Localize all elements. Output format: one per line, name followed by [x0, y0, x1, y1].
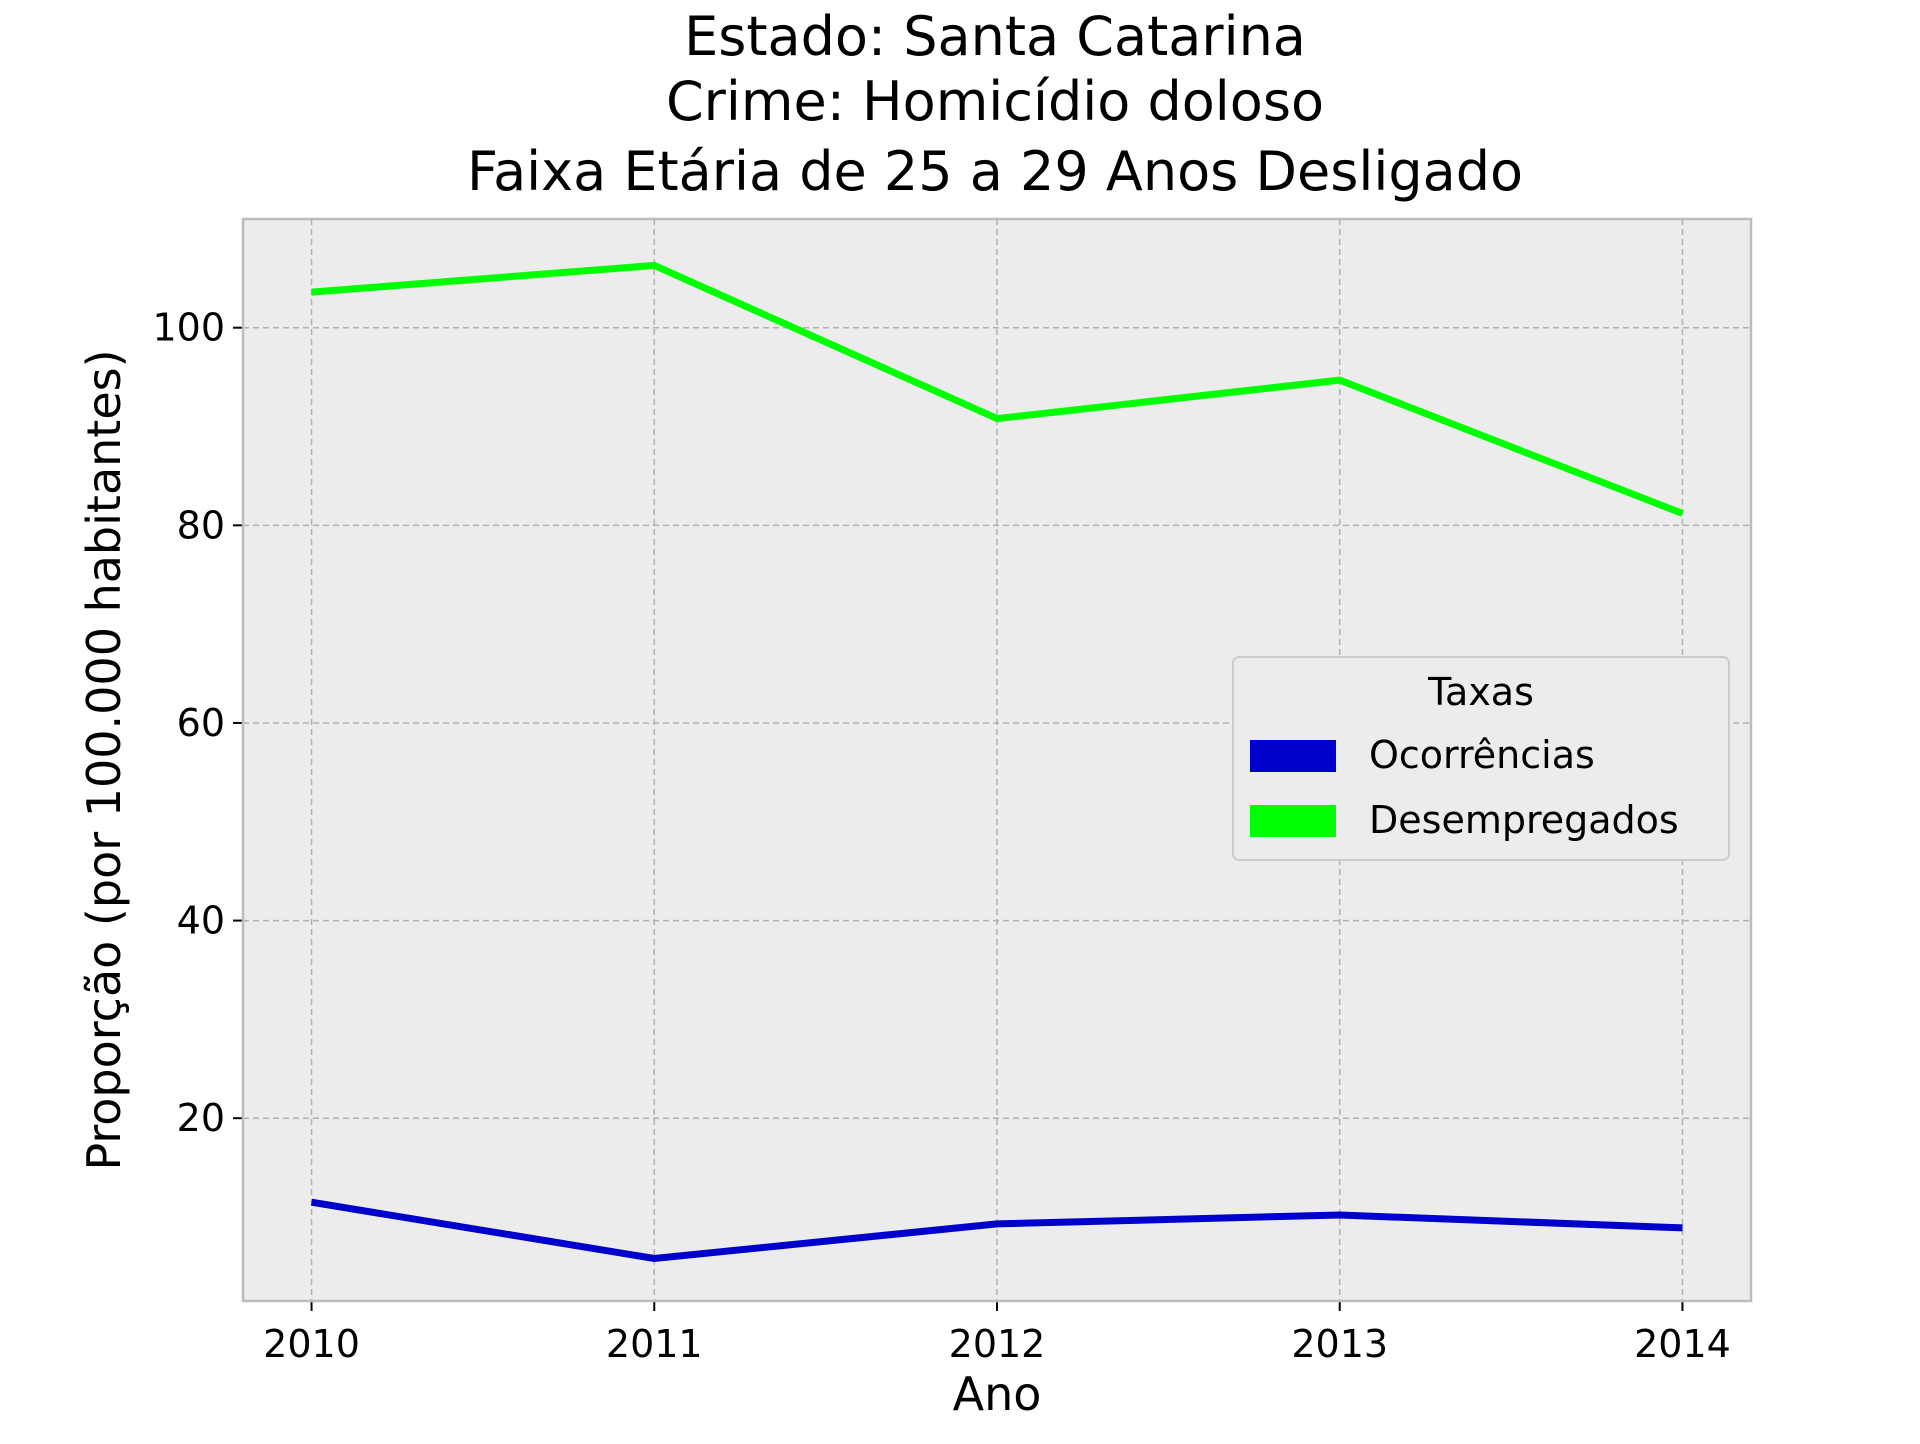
y-tick-label: 40	[177, 899, 225, 943]
x-tick-label: 2012	[949, 1322, 1046, 1366]
legend-label-desempregados: Desempregados	[1369, 798, 1679, 842]
x-tick-label: 2010	[263, 1322, 360, 1366]
legend-swatch-ocorrencias	[1250, 740, 1336, 772]
legend-label-ocorrencias: Ocorrências	[1369, 733, 1595, 777]
legend-title: Taxas	[1427, 670, 1534, 714]
chart-title: Estado: Santa Catarina Crime: Homicídio …	[467, 5, 1523, 203]
y-tick-label: 60	[177, 701, 225, 745]
x-tick-label: 2011	[606, 1322, 703, 1366]
x-tick-label: 2013	[1291, 1322, 1388, 1366]
y-tick-label: 80	[177, 503, 225, 547]
chart-title-line-2: Crime: Homicídio doloso	[666, 70, 1324, 133]
x-tick-label: 2014	[1634, 1322, 1731, 1366]
axis-ticks: 2010 2011 2012 2013 2014 20 40 60 80 100	[152, 306, 1730, 1366]
data-series	[310, 261, 1684, 1263]
grid	[243, 219, 1751, 1301]
chart-title-line-1: Estado: Santa Catarina	[684, 5, 1306, 68]
plot-frame	[241, 217, 1753, 1303]
series-line-ocorrencias	[310, 1198, 1683, 1263]
legend: Taxas Ocorrências Desempregados	[1232, 656, 1730, 861]
y-tick-label: 20	[177, 1096, 225, 1140]
series-line-desempregados	[311, 261, 1684, 517]
y-tick-label: 100	[152, 306, 225, 350]
y-axis-label: Proporção (por 100.000 habitantes)	[77, 349, 131, 1170]
legend-swatch-desempregados	[1250, 805, 1336, 837]
legend-box	[1232, 656, 1730, 861]
chart-title-line-3: Faixa Etária de 25 a 29 Anos Desligado	[467, 140, 1523, 203]
x-axis-label: Ano	[953, 1367, 1042, 1421]
